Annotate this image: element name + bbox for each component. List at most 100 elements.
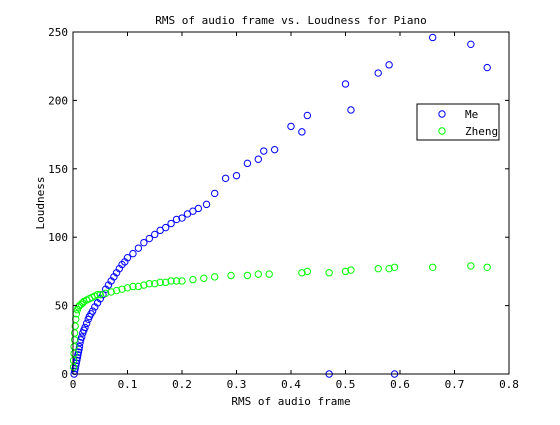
data-point-me — [429, 33, 437, 42]
x-tick-label: 0.5 — [336, 378, 356, 391]
y-tick-label: 250 — [48, 26, 68, 39]
data-point-zheng — [140, 281, 148, 289]
data-point-zheng — [178, 277, 186, 285]
axes: 0 0.1 0.2 0.3 0.4 0.5 0.6 0.7 0.8 0 50 100 150 200 250 — [48, 26, 519, 391]
data-point-zheng — [467, 262, 475, 270]
data-point-zheng — [374, 264, 382, 273]
data-point-zheng — [325, 269, 333, 277]
data-point-zheng — [112, 286, 121, 295]
data-point-zheng — [118, 285, 126, 293]
x-tick-label: 0.4 — [281, 378, 301, 391]
data-point-me — [74, 351, 82, 359]
legend-marker-zheng — [438, 127, 446, 135]
legend-marker-me — [438, 110, 446, 118]
legend-box — [416, 103, 500, 141]
data-point-zheng — [107, 288, 115, 296]
x-tick-label: 0.8 — [499, 378, 519, 391]
data-point-me — [347, 106, 355, 114]
data-point-me — [78, 333, 86, 341]
data-point-me — [82, 319, 91, 328]
legend-label-zheng: Zheng — [465, 125, 498, 138]
data-point-me — [221, 174, 230, 183]
x-tick-label: 0.6 — [390, 378, 410, 391]
data-point-zheng — [156, 278, 164, 287]
x-tick-label: 0.7 — [445, 378, 465, 391]
data-point-zheng — [347, 266, 355, 274]
data-point-zheng — [483, 263, 491, 271]
data-point-me — [172, 215, 181, 224]
data-point-zheng — [172, 277, 181, 285]
data-point-me — [123, 254, 132, 262]
data-point-me — [71, 364, 79, 373]
x-tick-label: 0.1 — [118, 378, 138, 391]
data-point-me — [303, 111, 312, 120]
data-point-me — [374, 69, 382, 77]
data-point-zheng — [102, 289, 110, 297]
data-point-zheng — [200, 274, 208, 282]
data-point-zheng — [254, 270, 262, 278]
data-point-zheng — [129, 282, 137, 291]
data-point-me — [254, 155, 262, 163]
data-point-me — [178, 214, 186, 222]
x-tick-label: 0.2 — [172, 378, 192, 391]
chart-title: RMS of audio frame vs. Loudness for Pian… — [155, 14, 427, 27]
data-point-me — [74, 348, 83, 356]
data-point-zheng — [123, 284, 132, 292]
x-tick-label: 0 — [70, 378, 77, 391]
data-marks — [69, 33, 491, 378]
data-point-zheng — [227, 271, 235, 280]
legend: Me Zheng — [416, 103, 500, 141]
data-point-zheng — [151, 280, 159, 288]
data-point-me — [161, 223, 170, 232]
y-tick-label: 100 — [48, 231, 68, 244]
data-point-zheng — [167, 277, 175, 285]
data-point-me — [298, 128, 306, 136]
data-point-zheng — [134, 282, 143, 291]
data-point-zheng — [93, 290, 102, 299]
data-point-me — [341, 80, 350, 88]
data-point-zheng — [161, 278, 170, 287]
data-point-zheng — [303, 267, 312, 276]
data-point-me — [467, 40, 475, 49]
data-point-zheng — [96, 290, 104, 299]
data-point-zheng — [145, 280, 154, 288]
data-point-zheng — [189, 275, 197, 284]
data-point-zheng — [390, 263, 399, 271]
data-point-me — [140, 238, 148, 247]
data-point-me — [483, 63, 491, 72]
data-point-zheng — [385, 264, 393, 273]
data-point-zheng — [265, 270, 273, 278]
plot-frame — [72, 31, 510, 375]
data-point-me — [129, 249, 137, 258]
data-point-me — [145, 234, 154, 243]
data-point-zheng — [298, 269, 306, 277]
data-point-me — [194, 204, 203, 213]
plot-area — [73, 32, 509, 374]
data-point-me — [260, 147, 268, 155]
y-tick-label: 0 — [61, 368, 68, 381]
y-tick-label: 150 — [48, 163, 68, 176]
data-point-me — [151, 230, 159, 239]
data-point-me — [232, 171, 241, 180]
y-tick-label: 50 — [55, 300, 68, 313]
y-tick-label: 200 — [48, 94, 68, 107]
data-point-me — [243, 159, 252, 168]
y-axis-label: Loudness — [34, 177, 47, 230]
data-point-zheng — [243, 271, 252, 280]
data-point-me — [88, 307, 97, 315]
data-point-me — [75, 342, 84, 351]
data-point-me — [73, 356, 81, 365]
data-point-me — [270, 145, 279, 154]
data-point-me — [385, 61, 393, 69]
data-point-zheng — [211, 273, 219, 281]
x-axis-label: RMS of audio frame — [231, 395, 350, 408]
data-point-me — [287, 122, 295, 131]
data-point-zheng — [341, 267, 350, 276]
data-point-me — [211, 189, 219, 198]
data-point-me — [134, 244, 143, 252]
data-point-me — [167, 219, 175, 228]
legend-label-me: Me — [465, 108, 478, 121]
data-point-me — [202, 200, 211, 209]
